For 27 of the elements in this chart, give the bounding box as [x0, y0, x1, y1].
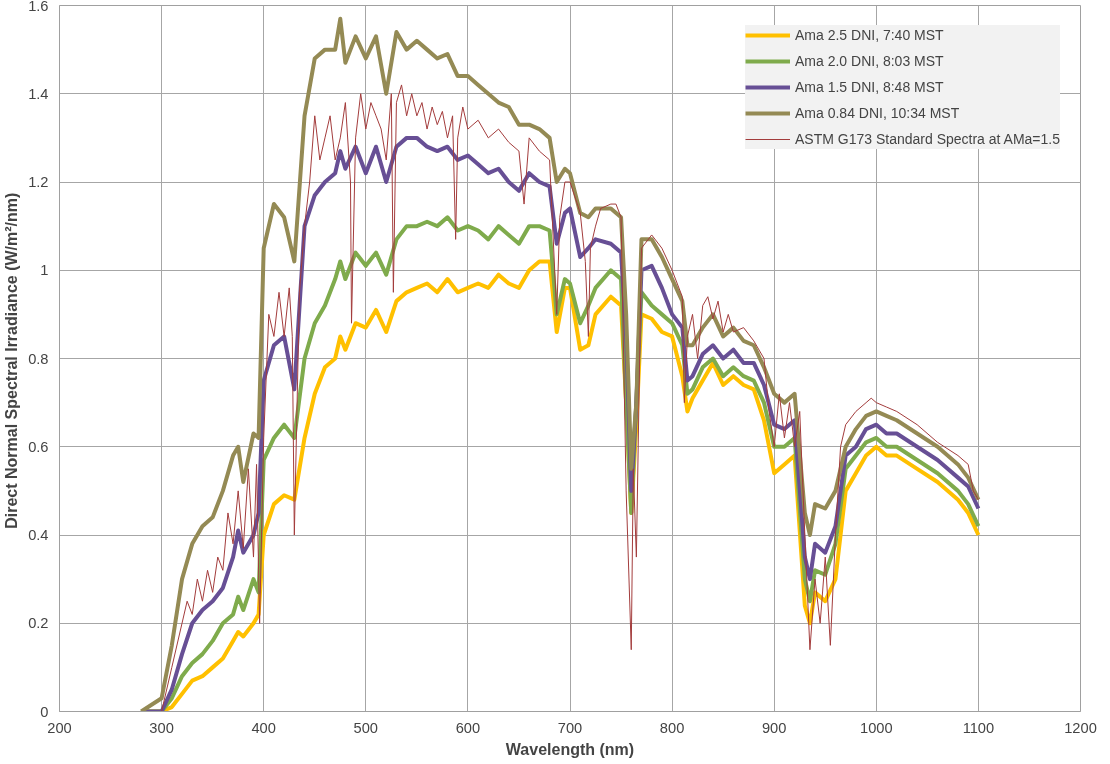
- x-axis-title: Wavelength (nm): [505, 740, 635, 758]
- y-tick-label: 0.4: [28, 527, 49, 543]
- legend-label: Ama 2.5 DNI, 7:40 MST: [795, 27, 944, 43]
- y-tick-label: 1: [40, 262, 49, 279]
- y-tick-label: 1.2: [28, 174, 49, 190]
- x-tick-label: 1200: [1064, 719, 1097, 736]
- legend-label: Ama 0.84 DNI, 10:34 MST: [795, 105, 960, 121]
- x-tick-label: 900: [761, 719, 787, 736]
- legend-label: Ama 2.0 DNI, 8:03 MST: [795, 53, 944, 69]
- y-tick-label: 0.8: [28, 350, 49, 367]
- x-tick-label: 800: [659, 719, 685, 736]
- x-tick-label: 700: [557, 719, 583, 736]
- x-tick-label: 400: [251, 719, 276, 736]
- y-tick-label: 0.6: [28, 438, 49, 455]
- x-tick-label: 200: [47, 719, 72, 736]
- y-tick-label: 1.4: [28, 85, 49, 102]
- legend-label: Ama 1.5 DNI, 8:48 MST: [795, 79, 944, 95]
- x-tick-label: 500: [353, 719, 379, 736]
- x-tick-label: 300: [149, 719, 174, 736]
- legend-label: ASTM G173 Standard Spectra at AMa=1.5: [795, 131, 1060, 147]
- y-tick-label: 0.2: [28, 615, 49, 632]
- x-tick-label: 600: [455, 719, 481, 736]
- x-tick-label: 1100: [962, 719, 995, 736]
- y-tick-label: 0: [40, 703, 49, 720]
- x-tick-label: 1000: [860, 719, 893, 736]
- y-tick-label: 1.6: [28, 0, 49, 14]
- y-axis-title: Direct Normal Spectral Irradiance (W/m²/nm): [3, 192, 21, 529]
